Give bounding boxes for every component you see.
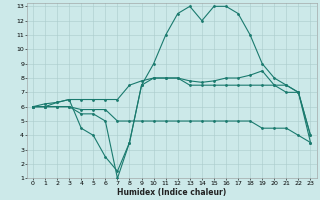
- X-axis label: Humidex (Indice chaleur): Humidex (Indice chaleur): [117, 188, 226, 197]
